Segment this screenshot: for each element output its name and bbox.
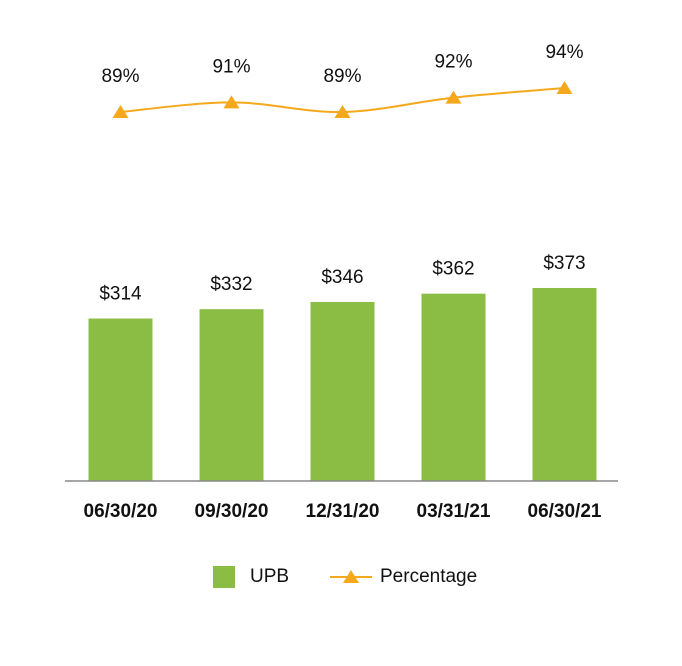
legend-label: UPB — [250, 566, 289, 587]
value-label: 92% — [434, 52, 472, 73]
legend-swatch — [213, 566, 235, 588]
bar — [88, 318, 153, 481]
x-tick-label: 12/31/20 — [306, 501, 380, 522]
x-tick-label: 03/31/21 — [417, 501, 491, 522]
value-label: 91% — [212, 56, 250, 77]
marker — [556, 81, 573, 94]
x-tick-label: 09/30/20 — [195, 501, 269, 522]
value-label: $332 — [210, 274, 252, 295]
marker — [334, 105, 351, 118]
x-tick-label: 06/30/20 — [84, 501, 158, 522]
legend-marker — [343, 570, 359, 583]
x-tick-label: 06/30/21 — [528, 501, 602, 522]
value-label: 89% — [323, 66, 361, 87]
bar — [310, 301, 375, 481]
value-label: $314 — [99, 284, 142, 305]
value-label: $373 — [543, 253, 585, 274]
marker — [112, 105, 129, 118]
value-label: 94% — [545, 42, 583, 63]
value-label: $362 — [432, 259, 474, 280]
legend-label: Percentage — [380, 566, 477, 587]
bar — [532, 287, 597, 481]
bar — [199, 309, 264, 481]
value-label: 89% — [101, 66, 139, 87]
marker — [223, 95, 240, 109]
bar — [421, 293, 486, 481]
marker — [445, 90, 462, 104]
value-label: $346 — [321, 267, 363, 288]
